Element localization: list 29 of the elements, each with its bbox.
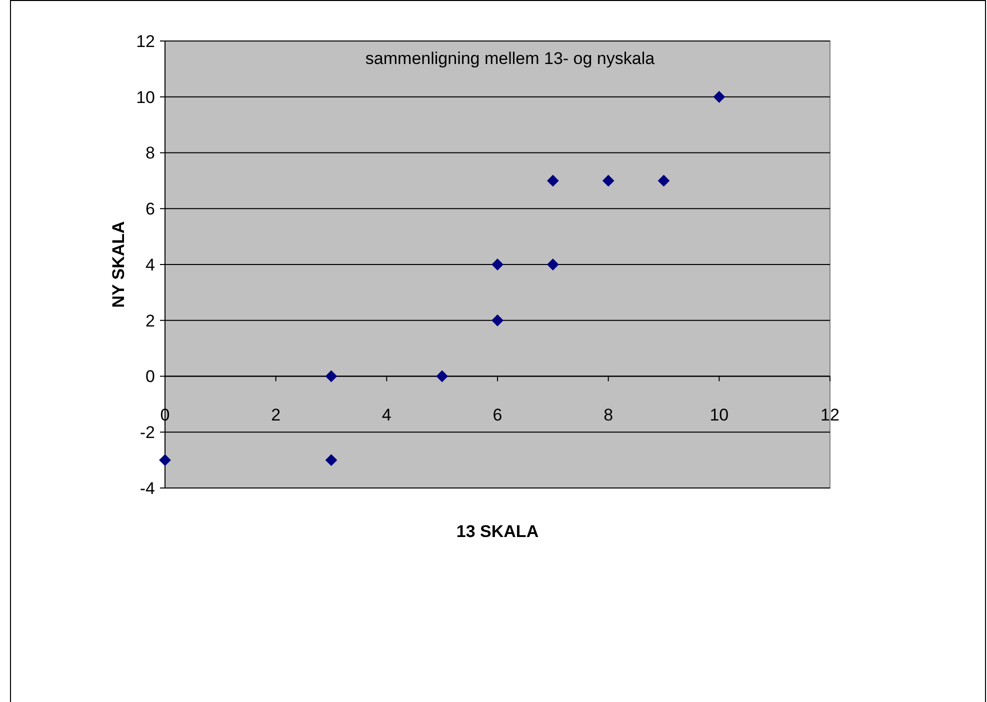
y-tick-label: 8 (146, 144, 155, 163)
point (546, 174, 559, 187)
point (325, 454, 338, 466)
point (713, 90, 726, 103)
x-tick-label: 10 (710, 405, 729, 424)
y-axis-title: NY SKALA (109, 221, 128, 308)
y-tick-label: -2 (140, 423, 155, 442)
point (658, 174, 670, 187)
point (159, 454, 171, 466)
y-tick-label: 10 (136, 88, 155, 107)
y-tick-label: 4 (146, 255, 155, 274)
y-tick-label: 6 (146, 200, 155, 219)
x-tick-label: 4 (382, 405, 392, 424)
y-tick-label: -4 (140, 478, 155, 498)
x-tick-label: 6 (492, 405, 502, 424)
point (492, 314, 504, 326)
y-tick-label: 12 (136, 32, 155, 51)
text: sammenligning mellem 13- og nyskala (365, 49, 656, 68)
point (436, 370, 448, 382)
point (325, 370, 338, 382)
x-tick-label: 8 (604, 405, 614, 424)
point (492, 258, 504, 270)
point (546, 258, 559, 270)
x-axis-title: 13 SKALA (456, 522, 539, 541)
y-tick-label: 2 (146, 311, 155, 330)
x-tick-label: 12 (820, 405, 840, 424)
y-tick-label: 0 (146, 367, 155, 386)
x-tick-label: 2 (271, 405, 281, 424)
point (602, 174, 614, 187)
